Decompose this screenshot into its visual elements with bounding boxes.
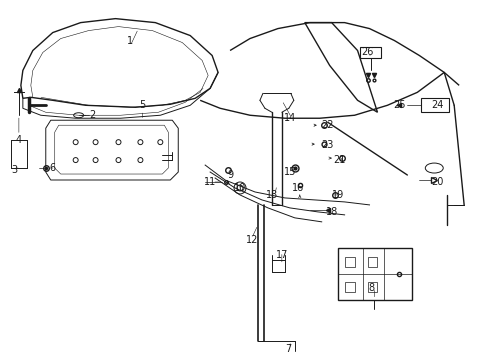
Text: 13: 13 (265, 190, 278, 200)
Text: 14: 14 (283, 113, 295, 123)
Text: 21: 21 (333, 155, 345, 165)
Text: 18: 18 (325, 207, 337, 217)
Text: 4: 4 (16, 135, 22, 145)
Text: 23: 23 (321, 140, 333, 150)
Text: 19: 19 (331, 190, 343, 200)
Text: 2: 2 (89, 110, 96, 120)
Text: 16: 16 (291, 183, 304, 193)
Text: 24: 24 (430, 100, 443, 110)
Text: 17: 17 (275, 250, 287, 260)
Text: 12: 12 (245, 235, 258, 245)
Text: 1: 1 (127, 36, 133, 46)
Text: 5: 5 (139, 100, 145, 110)
Text: 6: 6 (50, 163, 56, 173)
Text: 9: 9 (226, 170, 233, 180)
Text: 26: 26 (361, 48, 373, 58)
Text: 15: 15 (283, 167, 295, 177)
Text: 22: 22 (321, 120, 333, 130)
Text: 10: 10 (233, 183, 245, 193)
Text: 7: 7 (284, 345, 290, 354)
Text: 20: 20 (430, 177, 443, 187)
Text: 3: 3 (11, 165, 17, 175)
Text: 25: 25 (392, 100, 405, 110)
Text: 8: 8 (367, 283, 374, 293)
Text: 11: 11 (203, 177, 216, 187)
